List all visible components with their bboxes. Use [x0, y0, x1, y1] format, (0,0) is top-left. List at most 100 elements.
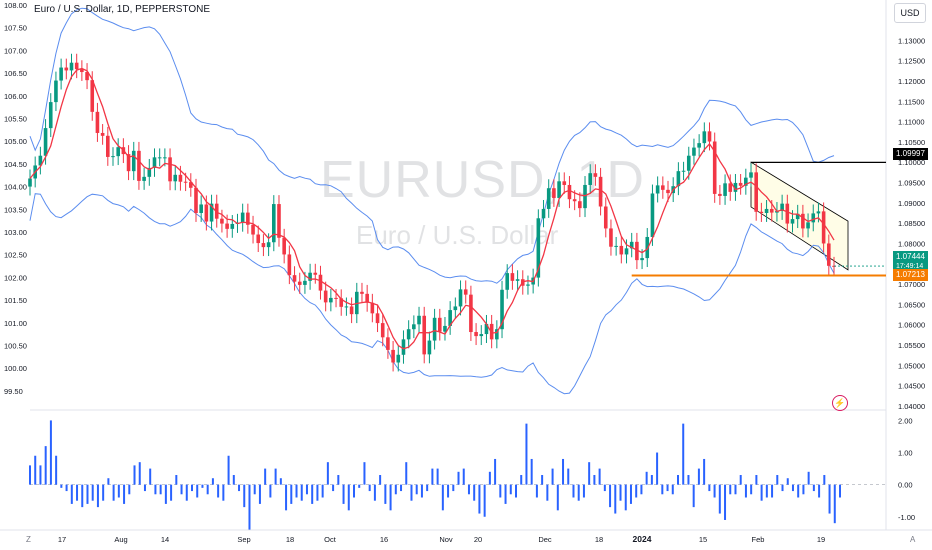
histogram-bar	[55, 455, 58, 485]
price-tick-label: 1.04500	[898, 382, 925, 391]
histogram-bar	[499, 484, 502, 498]
candle-body	[598, 176, 603, 207]
histogram-bar	[656, 452, 659, 485]
histogram-bar	[755, 475, 758, 485]
candle-body	[578, 201, 582, 209]
price-tick-label: 1.05500	[898, 341, 925, 350]
histogram-bar	[326, 462, 329, 485]
bar-countdown: 17:49:14	[896, 263, 924, 270]
histogram-bar	[661, 484, 664, 495]
histogram-bar	[379, 475, 382, 485]
price-tick-label: 1.06000	[898, 321, 925, 330]
currency-button[interactable]: USD	[894, 3, 926, 23]
candle-body	[427, 340, 432, 355]
histogram-bar	[488, 471, 491, 485]
time-tick-label: 16	[380, 535, 388, 544]
price-tick-label: 1.11000	[898, 118, 925, 127]
histogram-bar	[316, 484, 319, 501]
price-tick-label: 1.06500	[898, 300, 925, 309]
candle-body	[406, 329, 411, 340]
time-tick-label: Dec	[538, 535, 552, 544]
histogram-bar	[34, 455, 37, 485]
candle-body	[552, 188, 556, 198]
histogram-bar	[520, 475, 523, 485]
left-scale-tick-label: 107.00	[4, 46, 27, 55]
price-tick-label: 1.08000	[898, 239, 925, 248]
candle-body	[137, 150, 141, 181]
histogram-bar	[264, 468, 267, 485]
time-tick-label: 20	[474, 535, 482, 544]
candle-body	[795, 213, 800, 220]
left-scale-tick-label: 106.50	[4, 69, 27, 78]
histogram-bar	[535, 484, 538, 498]
lightning-icon[interactable]: ⚡	[832, 395, 848, 411]
candle-body	[391, 349, 395, 363]
support-price-label: 1.07213	[893, 269, 928, 281]
auto-scale-icon[interactable]: A	[910, 535, 916, 544]
candle-body	[583, 184, 587, 209]
candle-body	[702, 131, 707, 144]
left-scale-tick-label: 106.00	[4, 92, 27, 101]
histogram-bar	[211, 478, 214, 485]
timezone-z-icon[interactable]: Z	[26, 535, 31, 544]
candle-body	[588, 173, 593, 185]
candle-body	[707, 131, 712, 142]
candle-body	[183, 181, 188, 183]
candle-body	[142, 176, 146, 181]
candle-body	[106, 135, 110, 157]
histogram-bar	[750, 484, 753, 495]
histogram-bar	[677, 475, 679, 485]
candle-body	[54, 80, 58, 103]
candle-body	[718, 193, 722, 196]
candle-body	[495, 329, 499, 340]
candle-body	[458, 289, 463, 307]
bollinger-upper-band	[29, 7, 835, 284]
histogram-bar	[593, 475, 596, 485]
candle-body	[609, 228, 613, 247]
left-scale-tick-label: 101.00	[4, 319, 27, 328]
histogram-bar	[222, 484, 225, 501]
histogram-bar	[457, 471, 460, 485]
price-tick-label: 1.08500	[898, 219, 925, 228]
histogram-bar	[400, 484, 403, 492]
histogram-bar	[269, 484, 272, 498]
candle-body	[624, 248, 629, 255]
histogram-bar	[567, 468, 570, 485]
histogram-bar	[765, 484, 768, 498]
histogram-bar	[598, 468, 601, 485]
left-scale-tick-label: 100.50	[4, 342, 27, 351]
price-tick-label: 1.09500	[898, 179, 925, 188]
histogram-bar	[818, 484, 821, 498]
left-scale-tick-label: 100.00	[4, 364, 27, 373]
candle-body	[572, 199, 577, 202]
candle-body	[209, 203, 214, 222]
candle-body	[240, 212, 245, 223]
candle-body	[629, 241, 634, 249]
time-tick-label: 2024	[633, 534, 652, 544]
candle-body	[661, 185, 665, 190]
candle-body	[412, 324, 416, 330]
histogram-bar	[196, 484, 199, 498]
time-tick-label: 17	[58, 535, 66, 544]
candle-body	[567, 184, 572, 200]
histogram-bar	[786, 478, 789, 485]
histogram-bar	[337, 475, 340, 485]
candle-body	[147, 167, 152, 177]
histogram-bar	[562, 458, 565, 485]
histogram-bar	[107, 478, 110, 485]
candle-body	[69, 62, 74, 71]
candle-body	[80, 69, 84, 73]
candle-body	[681, 170, 686, 172]
price-tick-label: 1.07000	[898, 280, 925, 289]
histogram-bar	[206, 484, 209, 495]
candle-body	[401, 339, 406, 355]
candle-body	[339, 298, 344, 307]
candle-body	[214, 203, 219, 219]
time-tick-label: 18	[286, 535, 294, 544]
histogram-tick-label: 0.00	[898, 481, 913, 490]
candle-body	[292, 275, 297, 282]
histogram-bar	[191, 484, 193, 492]
histogram-bar	[405, 462, 408, 485]
candle-body	[821, 211, 826, 244]
histogram-bar	[394, 484, 397, 495]
